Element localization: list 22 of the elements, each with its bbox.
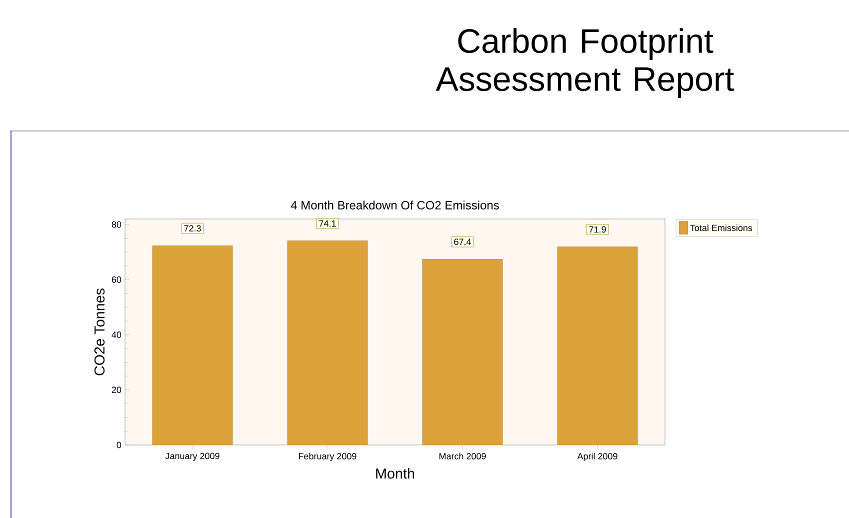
x-tick-label: February 2009: [298, 452, 356, 462]
y-tick-label: 0: [116, 442, 122, 448]
bar: [422, 259, 503, 445]
data-label: 67.4: [454, 238, 471, 246]
bar: [287, 240, 368, 445]
y-tick-label: 20: [112, 386, 122, 394]
data-label: 74.1: [319, 220, 336, 227]
data-label: 72.3: [184, 225, 201, 232]
x-axis-title: Month: [376, 468, 414, 479]
y-tick-label: 60: [112, 276, 122, 283]
bar: [557, 246, 638, 445]
chart-title: Carbon Footprint Assessment Report: [436, 28, 734, 98]
legend-label: Total Emissions: [690, 224, 752, 232]
y-tick-label: 40: [112, 332, 122, 338]
data-label: 71.9: [589, 226, 606, 233]
y-axis-title: CO2e Tonnes: [94, 288, 105, 376]
x-tick-label: March 2009: [439, 452, 486, 460]
bar: [152, 246, 233, 445]
chart-subtitle: 4 Month Breakdown Of CO2 Emissions: [290, 200, 499, 210]
x-tick-label: April 2009: [577, 452, 618, 462]
y-tick-label: 80: [112, 221, 122, 228]
x-tick-label: January 2009: [165, 452, 220, 461]
